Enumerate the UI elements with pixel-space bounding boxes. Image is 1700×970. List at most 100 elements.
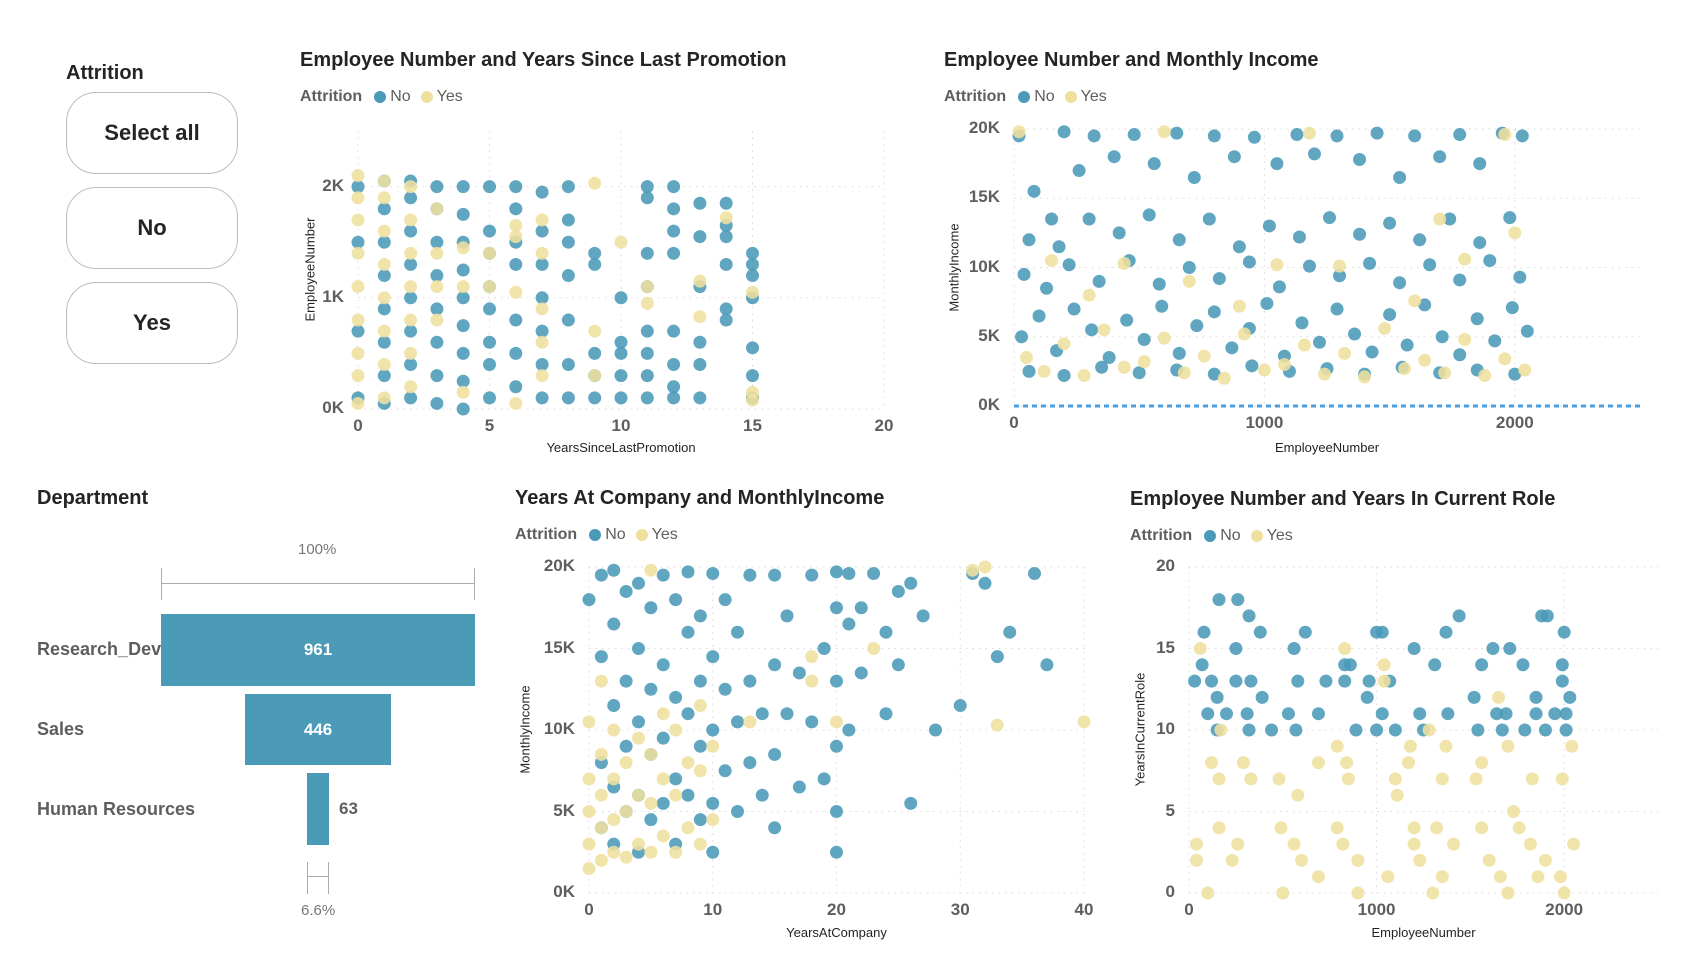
data-point-yes [1508,226,1522,240]
funnel-bar-research[interactable]: 961 [161,614,475,686]
data-point-yes [1407,837,1421,851]
data-point-yes [377,257,391,271]
funnel-bar-sales[interactable]: 446 [245,694,391,765]
data-point-no [1559,723,1573,737]
x-axis-title: EmployeeNumber [1274,440,1380,455]
data-point-no [780,707,794,721]
data-point-no [1032,309,1046,323]
data-point-no [1197,625,1211,639]
data-point-yes [1377,658,1391,672]
funnel-bar-hr[interactable] [307,773,329,845]
data-point-yes [1193,642,1207,655]
data-point-no [830,805,843,818]
chart-title-income: Employee Number and Monthly Income [944,49,1319,71]
data-point-yes [693,699,707,713]
legend-no[interactable]: No [605,526,626,543]
data-point-yes [456,385,470,399]
data-point-yes [719,211,733,225]
data-point-yes [588,176,602,190]
legend-yes[interactable]: Yes [651,526,678,543]
data-point-no [404,191,418,205]
legend-no[interactable]: No [390,88,411,105]
legend-income: Attrition No Yes [944,88,1107,106]
data-point-yes [1190,853,1204,867]
data-point-no [1311,707,1325,721]
department-funnel-title: Department [37,487,149,509]
data-point-no [830,674,843,688]
data-point-no [561,180,575,194]
data-point-no [669,772,683,786]
data-point-no [1307,147,1321,161]
data-point-yes [588,369,602,383]
data-point-no [656,658,670,672]
data-point-yes [535,335,549,349]
slicer-option-yes[interactable]: Yes [66,282,238,364]
data-point-no [792,666,806,680]
data-point-no [377,235,391,249]
chart-title-current-role: Employee Number and Years In Current Rol… [1130,488,1556,510]
data-point-no [1365,345,1379,359]
data-point-yes [1012,125,1026,139]
data-point-no [1495,723,1509,737]
data-point-yes [1037,364,1051,378]
slicer-option-no[interactable]: No [66,187,238,269]
data-point-yes [1287,837,1301,851]
data-point-no [1172,233,1186,247]
legend-no[interactable]: No [1034,88,1055,105]
data-point-yes [1182,274,1196,288]
data-point-no [1281,707,1295,721]
data-point-yes [644,563,658,577]
data-point-no [1343,658,1357,672]
data-point-no [879,707,893,721]
data-point-yes [1498,128,1512,142]
data-point-yes [1438,366,1452,380]
data-point-yes [1302,126,1316,140]
data-point-no [561,269,575,283]
data-point-no [1147,157,1161,171]
x-tick-label: 5 [484,416,495,435]
data-point-no [404,224,418,238]
data-point-no [509,313,523,327]
data-point-no [1515,129,1529,143]
data-point-yes [706,739,720,753]
data-point-no [1323,211,1337,225]
data-point-no [656,796,670,810]
x-tick-label: 20 [827,900,846,919]
data-point-no [718,593,732,607]
data-point-no [509,202,523,216]
legend-no[interactable]: No [1220,527,1241,544]
data-point-no [1112,226,1126,240]
data-point-no [1207,129,1221,143]
data-point-no [768,568,782,582]
data-point-no [669,593,683,607]
data-point-no [1302,259,1316,273]
data-point-no [483,358,496,372]
data-point-no [830,565,843,579]
legend-yes[interactable]: Yes [1080,88,1107,105]
data-point-no [681,788,695,802]
data-point-no [1225,341,1239,355]
data-point-yes [1475,756,1489,770]
legend-yes[interactable]: Yes [1266,527,1293,544]
data-point-yes [990,718,1004,732]
data-point-yes [1507,805,1521,818]
data-point-no [1298,625,1312,639]
data-point-no [1170,126,1184,140]
data-point-no [1516,658,1530,672]
data-point-no [644,682,658,696]
data-point-no [1353,227,1367,241]
data-point-no [535,257,549,271]
data-point-yes [1057,337,1071,351]
data-point-no [607,617,621,631]
data-point-yes [1244,772,1258,786]
data-point-yes [483,246,496,260]
data-point-yes [669,788,683,802]
slicer-option-select-all[interactable]: Select all [66,92,238,174]
data-point-no [1187,170,1201,184]
data-point-yes [1553,870,1567,884]
data-point-yes [1398,362,1412,376]
legend-yes[interactable]: Yes [436,88,463,105]
data-point-no [351,235,365,249]
data-point-yes [1237,327,1251,341]
data-point-yes [1358,370,1372,384]
